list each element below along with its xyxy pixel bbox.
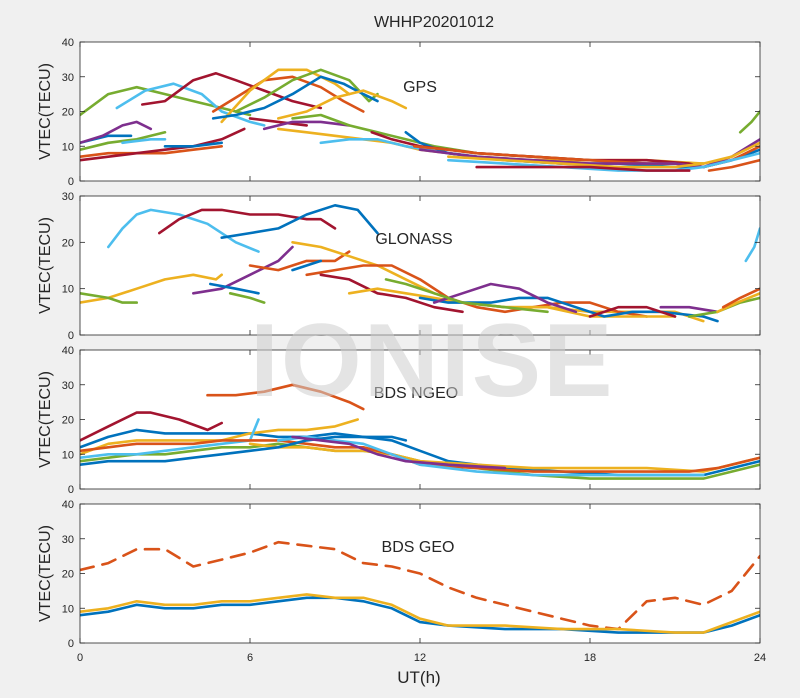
y-tick-label: 30 xyxy=(62,534,74,546)
y-axis-label: VTEC(TECU) xyxy=(37,63,54,160)
x-tick-label: 0 xyxy=(77,652,83,664)
series-line-0 xyxy=(107,208,260,253)
series-group xyxy=(80,540,760,634)
series-line-5 xyxy=(192,245,294,295)
y-tick-label: 20 xyxy=(62,107,74,119)
series-line-4 xyxy=(80,292,138,304)
y-tick-label: 0 xyxy=(68,638,74,650)
chart-title: WHHP20201012 xyxy=(374,14,494,31)
series-line-7 xyxy=(80,439,760,473)
series-line-10 xyxy=(80,131,167,151)
series-line-23 xyxy=(744,227,760,263)
panel-label: GPS xyxy=(403,79,437,96)
y-tick-label: 40 xyxy=(62,499,74,511)
panel-2: 0 10 20 30 40 VTEC(TECU) BDS NGEO xyxy=(37,345,761,496)
y-tick-label: 10 xyxy=(62,284,74,296)
panel-label: GLONASS xyxy=(375,231,452,248)
series-group xyxy=(80,383,760,480)
series-line-17 xyxy=(588,305,677,318)
series-line-2 xyxy=(80,593,760,634)
y-axis-label: VTEC(TECU) xyxy=(37,217,54,314)
y-tick-label: 20 xyxy=(62,415,74,427)
panel-label: BDS NGEO xyxy=(374,385,458,402)
series-line-12 xyxy=(80,127,246,162)
y-tick-label: 10 xyxy=(62,449,74,461)
series-line-15 xyxy=(432,282,578,314)
series-line-2 xyxy=(220,204,379,239)
y-tick-label: 0 xyxy=(68,330,74,342)
y-tick-label: 0 xyxy=(68,484,74,496)
series-line-13 xyxy=(121,138,167,145)
series-line-11 xyxy=(305,264,648,318)
y-tick-label: 40 xyxy=(62,345,74,357)
series-line-16 xyxy=(262,120,351,131)
series-line-18 xyxy=(659,305,719,314)
series-line-21 xyxy=(716,292,760,314)
y-tick-label: 0 xyxy=(68,176,74,188)
panel-3: 0 10 20 30 40 0 6 12 18 24 VTEC(TECU) BDS GEO xyxy=(37,499,766,664)
series-line-8 xyxy=(248,250,351,272)
x-tick-label: 12 xyxy=(414,652,426,664)
series-line-28 xyxy=(738,110,760,134)
panel-1: 0 10 20 30 VTEC(TECU) GLONASS xyxy=(37,191,761,342)
series-line-9 xyxy=(80,120,153,145)
y-tick-label: 10 xyxy=(62,141,74,153)
series-line-5 xyxy=(234,68,379,113)
series-line-0 xyxy=(80,411,223,442)
series-line-26 xyxy=(475,165,691,172)
x-tick-label: 18 xyxy=(584,652,596,664)
y-tick-label: 30 xyxy=(62,380,74,392)
x-axis-label: UT(h) xyxy=(397,668,440,687)
y-tick-label: 30 xyxy=(62,72,74,84)
series-line-7 xyxy=(228,292,266,304)
y-tick-label: 10 xyxy=(62,603,74,615)
panel-0: 0 10 20 30 40 VTEC(TECU) GPS xyxy=(37,37,761,188)
series-line-4 xyxy=(220,68,351,124)
series-line-11 xyxy=(80,145,223,158)
series-line-19 xyxy=(702,315,719,323)
series-line-1 xyxy=(115,82,266,127)
series-line-10 xyxy=(291,259,323,272)
series-line-27 xyxy=(707,158,760,172)
series-line-0 xyxy=(80,85,252,117)
panel-label: BDS GEO xyxy=(382,539,455,556)
x-tick-label: 24 xyxy=(754,652,766,664)
series-line-16 xyxy=(384,278,549,314)
series-line-3 xyxy=(211,75,365,113)
y-tick-label: 40 xyxy=(62,37,74,49)
series-line-6 xyxy=(209,282,260,295)
series-line-1 xyxy=(206,383,365,411)
series-line-9 xyxy=(80,435,408,466)
series-line-10 xyxy=(291,435,507,470)
series-line-14 xyxy=(163,141,223,148)
series-line-24 xyxy=(447,141,760,169)
series-line-2 xyxy=(141,72,323,110)
series-line-12 xyxy=(319,273,464,314)
y-tick-label: 20 xyxy=(62,569,74,581)
series-line-23 xyxy=(418,138,760,169)
y-tick-label: 30 xyxy=(62,191,74,203)
series-line-22 xyxy=(721,287,760,309)
series-group xyxy=(80,204,760,323)
y-axis-label: VTEC(TECU) xyxy=(37,525,54,622)
series-line-7 xyxy=(277,89,408,120)
series-line-0 xyxy=(80,540,760,631)
y-axis-label: VTEC(TECU) xyxy=(37,371,54,468)
series-line-1 xyxy=(158,208,337,235)
axes-background xyxy=(80,42,760,181)
x-tick-label: 6 xyxy=(247,652,253,664)
panels: 0 10 20 30 40 VTEC(TECU) GPS 0 10 20 30 VTEC(TECU) G… xyxy=(37,37,766,664)
series-group xyxy=(80,68,760,172)
y-tick-label: 20 xyxy=(62,237,74,249)
series-line-15 xyxy=(248,117,308,127)
